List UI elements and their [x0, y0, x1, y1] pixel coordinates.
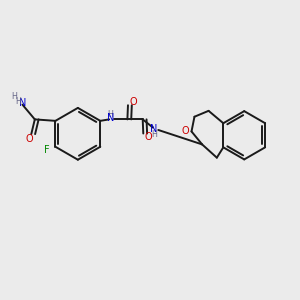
Text: H: H	[11, 92, 17, 101]
Text: H: H	[15, 97, 21, 106]
Text: N: N	[106, 113, 114, 124]
Text: N: N	[19, 98, 27, 108]
Text: O: O	[181, 126, 189, 136]
Text: N: N	[151, 124, 158, 134]
Text: H: H	[107, 110, 113, 118]
Text: F: F	[44, 145, 50, 155]
Text: O: O	[26, 134, 34, 144]
Text: O: O	[130, 97, 137, 107]
Text: H: H	[151, 130, 157, 139]
Text: O: O	[145, 132, 152, 142]
